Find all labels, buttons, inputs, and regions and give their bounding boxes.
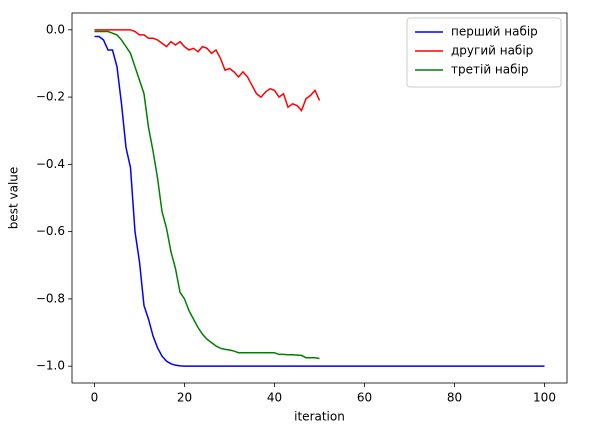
legend-label: третій набір bbox=[451, 63, 528, 77]
x-tick-label: 20 bbox=[177, 391, 192, 405]
y-tick-label: −0.2 bbox=[36, 90, 65, 104]
legend-label: перший набір bbox=[451, 25, 538, 39]
x-tick-label: 80 bbox=[447, 391, 462, 405]
plot-frame bbox=[71, 12, 568, 384]
x-axis-label: iteration bbox=[294, 410, 345, 424]
series-line bbox=[94, 29, 321, 112]
y-axis-label: best value bbox=[7, 167, 21, 230]
series-line bbox=[94, 35, 545, 367]
y-tick-label: −0.6 bbox=[36, 224, 65, 238]
x-tick-label: 100 bbox=[533, 391, 556, 405]
legend-label: другий набір bbox=[451, 44, 533, 58]
x-tick-label: 40 bbox=[267, 391, 282, 405]
x-tick-label: 60 bbox=[357, 391, 372, 405]
y-tick-label: −0.8 bbox=[36, 291, 65, 305]
x-tick-label: 0 bbox=[91, 391, 99, 405]
series-line bbox=[94, 30, 320, 360]
y-tick-label: −1.0 bbox=[36, 359, 65, 373]
y-tick-label: −0.4 bbox=[36, 157, 65, 171]
legend-box bbox=[406, 17, 562, 88]
y-tick-label: 0.0 bbox=[46, 22, 65, 36]
